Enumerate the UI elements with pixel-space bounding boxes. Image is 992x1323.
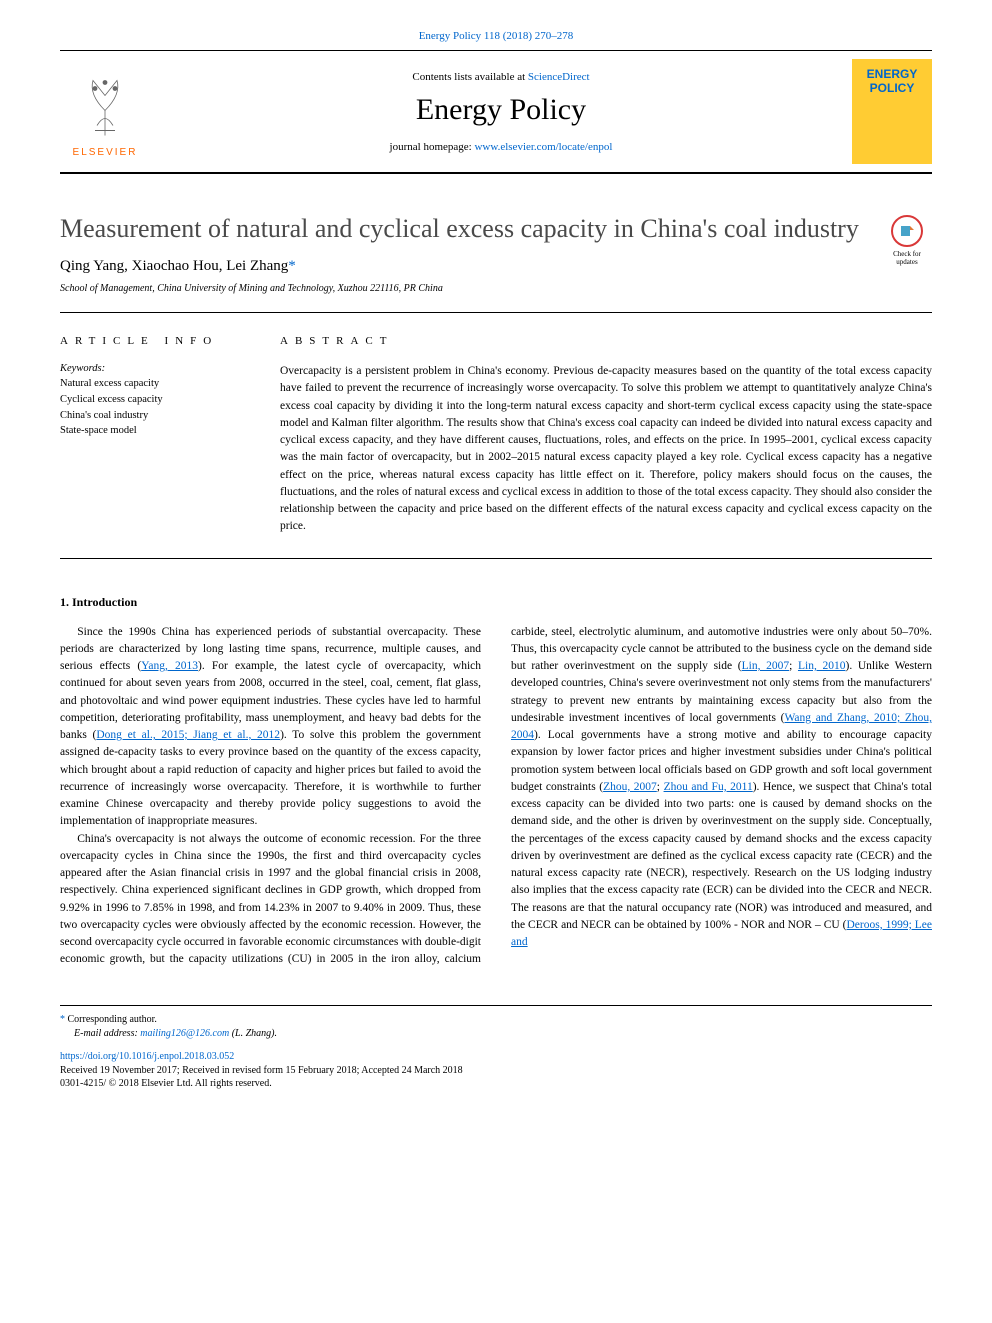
email-line: E-mail address: mailing126@126.com (L. Z… [74,1028,932,1039]
received-dates: Received 19 November 2017; Received in r… [60,1065,932,1076]
section-heading-intro: 1. Introduction [60,595,932,610]
elsevier-label: ELSEVIER [73,147,138,158]
ref-link[interactable]: Yang, 2013 [141,660,198,672]
abstract-label: ABSTRACT [280,335,932,347]
header-center: Contents lists available at ScienceDirec… [150,71,852,153]
ref-link[interactable]: Zhou and Fu, 2011 [664,781,753,793]
email-prefix: E-mail address: [74,1028,140,1039]
keyword-item: Cyclical excess capacity [60,392,250,408]
article-info-label: ARTICLE INFO [60,335,250,347]
homepage-link[interactable]: www.elsevier.com/locate/enpol [474,141,612,153]
text-run: ). To solve this problem the government … [60,729,481,827]
article-info-column: ARTICLE INFO Keywords: Natural excess ca… [60,335,280,536]
body-para-1: Since the 1990s China has experienced pe… [60,624,481,831]
homepage-prefix: journal homepage: [390,141,475,153]
article-title: Measurement of natural and cyclical exce… [60,214,932,244]
divider-bottom [60,558,932,559]
journal-name: Energy Policy [150,93,852,127]
footer-section: * Corresponding author. E-mail address: … [60,1005,932,1089]
journal-cover[interactable]: ENERGY POLICY [852,59,932,164]
body-section: 1. Introduction Since the 1990s China ha… [60,595,932,969]
text-run: ; [657,781,664,793]
corr-marker-footer[interactable]: * [60,1014,65,1025]
contents-line: Contents lists available at ScienceDirec… [150,71,852,83]
sciencedirect-link[interactable]: ScienceDirect [528,71,590,83]
check-updates-icon [890,214,924,248]
keyword-item: China's coal industry [60,408,250,424]
info-abstract-row: ARTICLE INFO Keywords: Natural excess ca… [60,313,932,558]
check-updates-label: Check for updates [882,250,932,266]
keyword-item: State-space model [60,423,250,439]
abstract-column: ABSTRACT Overcapacity is a persistent pr… [280,335,932,536]
cover-text-line1: ENERGY [867,67,918,81]
authors-names: Qing Yang, Xiaochao Hou, Lei Zhang [60,258,288,274]
abstract-text: Overcapacity is a persistent problem in … [280,363,932,536]
ref-link[interactable]: Dong et al., 2015; Jiang et al., 2012 [96,729,280,741]
corresponding-marker: * [288,258,296,274]
journal-header: ELSEVIER Contents lists available at Sci… [60,50,932,174]
email-suffix: (L. Zhang). [229,1028,277,1039]
page-container: Energy Policy 118 (2018) 270–278 ELSEVIE… [0,0,992,1129]
homepage-line: journal homepage: www.elsevier.com/locat… [150,141,852,153]
authors: Qing Yang, Xiaochao Hou, Lei Zhang* [60,258,932,275]
top-journal-link[interactable]: Energy Policy 118 (2018) 270–278 [419,30,574,42]
ref-link[interactable]: Lin, 2007 [742,660,790,672]
text-run: ). Hence, we suspect that China's total … [511,781,932,931]
corr-note-text: Corresponding author. [68,1014,157,1025]
copyright-line: 0301-4215/ © 2018 Elsevier Ltd. All righ… [60,1078,932,1089]
elsevier-tree-icon [75,66,135,145]
top-journal-link-container: Energy Policy 118 (2018) 270–278 [60,30,932,42]
cover-text-line2: POLICY [870,81,915,95]
affiliation: School of Management, China University o… [60,283,932,294]
keyword-item: Natural excess capacity [60,376,250,392]
email-link[interactable]: mailing126@126.com [140,1028,229,1039]
text-run: ; [789,660,798,672]
title-section: Check for updates Measurement of natural… [60,214,932,294]
corresponding-marker-link[interactable]: * [288,258,296,274]
keywords-label: Keywords: [60,363,250,374]
ref-link[interactable]: Lin, 2010 [798,660,846,672]
ref-link[interactable]: Zhou, 2007 [603,781,657,793]
body-columns: Since the 1990s China has experienced pe… [60,624,932,969]
corresponding-note: * Corresponding author. [60,1014,932,1025]
check-updates-badge[interactable]: Check for updates [882,214,932,269]
doi-link[interactable]: https://doi.org/10.1016/j.enpol.2018.03.… [60,1051,234,1062]
elsevier-logo[interactable]: ELSEVIER [60,62,150,162]
contents-prefix: Contents lists available at [412,71,527,83]
